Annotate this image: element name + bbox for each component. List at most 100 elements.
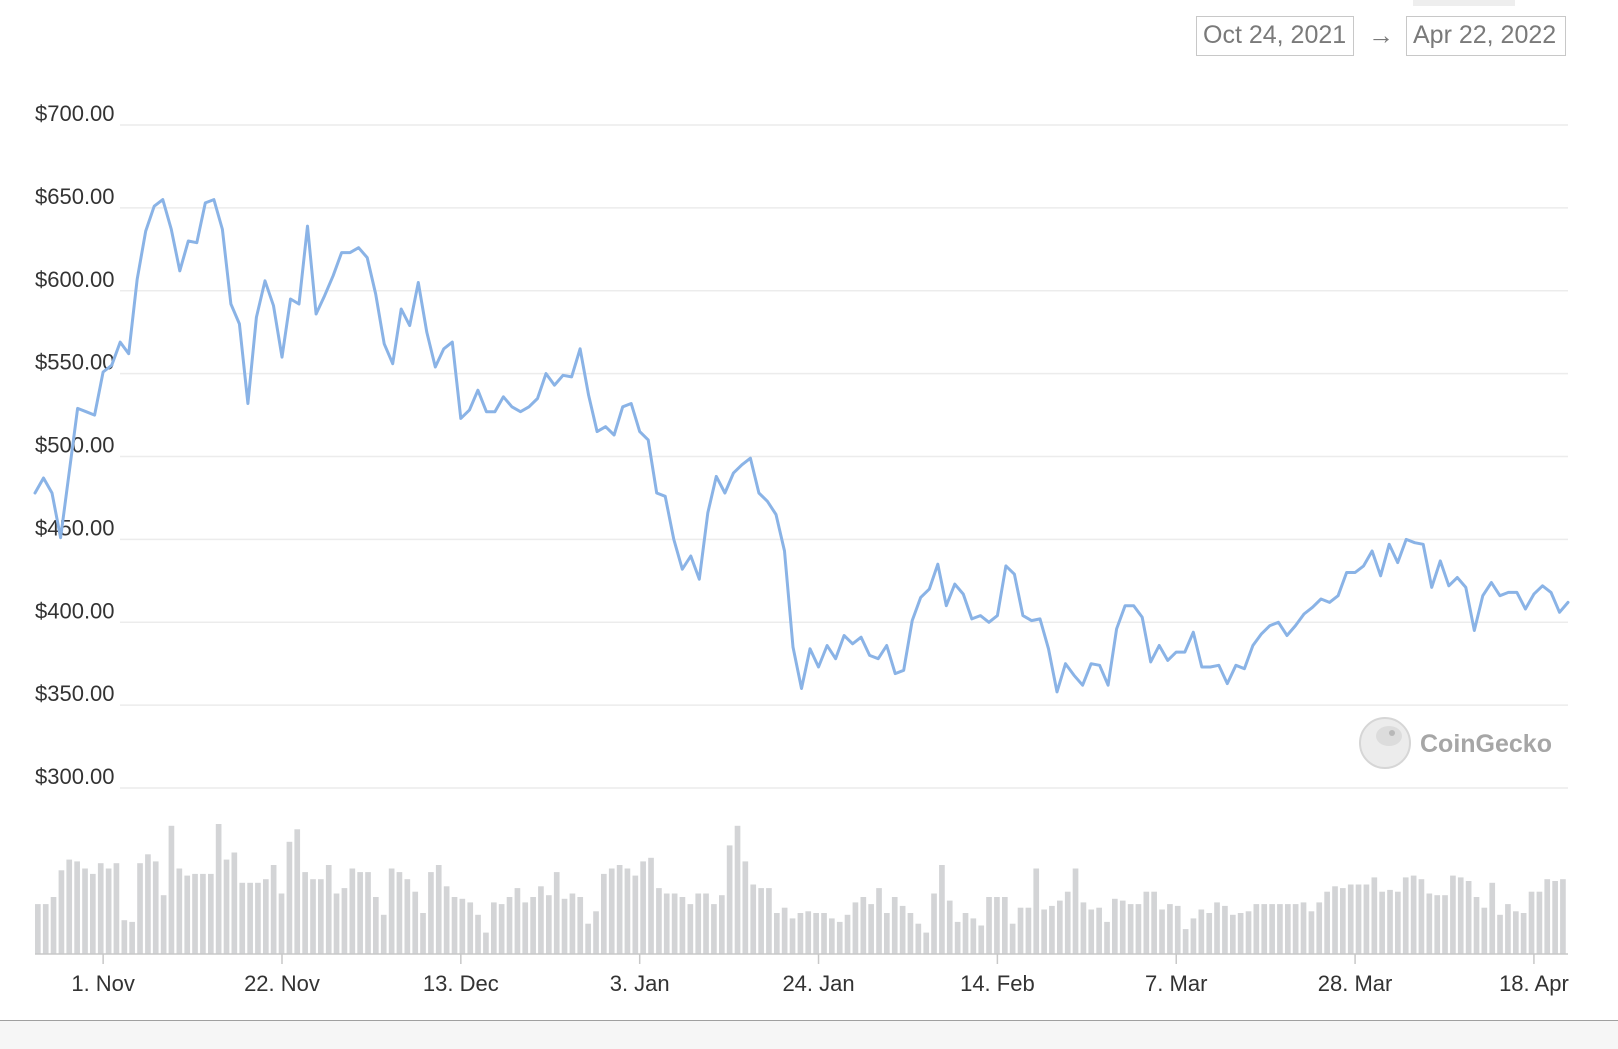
volume-bar	[491, 902, 497, 954]
volume-bar	[357, 872, 363, 954]
volume-bar	[1127, 904, 1134, 954]
volume-bar	[656, 888, 662, 954]
volume-bar	[1135, 904, 1142, 954]
volume-bar	[1253, 904, 1260, 954]
volume-bar	[1230, 914, 1236, 954]
volume-bar	[1143, 891, 1150, 954]
volume-bar	[994, 897, 1000, 954]
volume-bar	[192, 873, 198, 954]
volume-bar	[1308, 911, 1315, 954]
volume-bar	[986, 897, 992, 954]
volume-bar	[789, 918, 796, 954]
volume-bar	[805, 911, 812, 954]
volume-bar	[231, 852, 238, 954]
volume-bar	[530, 897, 536, 954]
y-axis-labels: $700.00$650.00$600.00$550.00$500.00$450.…	[35, 101, 115, 789]
x-tick-label: 18. Apr	[1499, 971, 1569, 996]
volume-bar	[946, 900, 953, 954]
volume-bar	[939, 865, 945, 954]
volume-bar	[435, 865, 442, 954]
volume-bar	[1552, 881, 1558, 954]
volume-bar	[208, 873, 214, 954]
volume-bar	[388, 868, 395, 954]
y-tick-label: $550.00	[35, 350, 115, 375]
volume-bar	[1528, 891, 1535, 954]
volume-bar	[1222, 905, 1228, 954]
volume-bar	[483, 932, 489, 954]
volume-bar	[428, 872, 434, 954]
date-range-to-field[interactable]: Apr 22, 2022	[1406, 16, 1566, 56]
volume-bar	[412, 891, 419, 954]
volume-bar	[1513, 911, 1519, 954]
volume-bar	[726, 845, 733, 954]
volume-bar	[1363, 884, 1370, 954]
volume-bar	[616, 865, 623, 954]
volume-bar	[1418, 879, 1425, 954]
volume-bar	[954, 921, 961, 954]
volume-bar	[459, 898, 466, 954]
watermark-text: CoinGecko	[1420, 730, 1552, 758]
volume-bar	[325, 865, 332, 954]
volume-bar	[1206, 913, 1213, 954]
volume-bar	[538, 886, 544, 954]
volume-bar	[1072, 868, 1079, 954]
volume-bar	[821, 913, 827, 954]
volume-bar	[294, 829, 301, 954]
volume-bar	[813, 913, 819, 954]
y-tick-label: $600.00	[35, 267, 115, 292]
volume-bar	[1245, 911, 1252, 954]
y-tick-label: $300.00	[35, 764, 115, 789]
volume-bar	[152, 861, 159, 954]
x-tick-label: 3. Jan	[610, 971, 670, 996]
y-tick-label: $350.00	[35, 681, 115, 706]
volume-bar	[711, 904, 717, 954]
volume-bar	[263, 879, 269, 954]
volume-bar	[577, 897, 584, 954]
volume-bar	[1057, 900, 1063, 954]
volume-bar	[1442, 895, 1448, 954]
volume-bar	[42, 904, 49, 954]
volume-bar	[608, 868, 615, 954]
coingecko-watermark: CoinGecko	[1359, 717, 1552, 769]
volume-bar	[797, 913, 804, 954]
volume-bar	[1119, 900, 1126, 954]
volume-bar	[1332, 886, 1338, 954]
x-tick-label: 24. Jan	[782, 971, 854, 996]
volume-bar	[1002, 897, 1008, 954]
gecko-head-shape	[1376, 726, 1402, 746]
volume-bar	[396, 872, 403, 954]
x-tick-label: 14. Feb	[960, 971, 1035, 996]
volume-bar	[1214, 902, 1220, 954]
volume-bar	[1347, 884, 1354, 954]
volume-bar	[365, 872, 371, 954]
volume-bar	[1489, 882, 1496, 954]
volume-bar	[907, 913, 914, 954]
volume-bar	[750, 884, 757, 954]
volume-bar	[876, 888, 882, 954]
volume-bar	[1402, 877, 1409, 954]
volume-bar	[970, 918, 977, 954]
volume-bar	[1450, 875, 1456, 954]
volume-bar	[90, 873, 96, 954]
volume-bar	[1473, 897, 1480, 954]
date-range-from-field[interactable]: Oct 24, 2021	[1196, 16, 1354, 56]
volume-bar	[105, 868, 112, 954]
volume-bar	[1096, 907, 1102, 954]
volume-bar	[695, 893, 702, 954]
volume-bar	[223, 859, 230, 954]
volume-bar	[663, 893, 670, 954]
volume-bar	[1395, 891, 1401, 954]
volume-bar	[1285, 904, 1291, 954]
volume-bar	[50, 897, 57, 954]
volume-bar	[1017, 907, 1024, 954]
volume-bar	[1340, 888, 1346, 954]
volume-bar	[66, 859, 73, 954]
x-tick-label: 22. Nov	[244, 971, 320, 996]
volume-bar	[286, 841, 293, 954]
volume-bar	[1174, 905, 1181, 954]
volume-bar	[97, 863, 104, 954]
volume-bar	[1426, 893, 1433, 954]
volume-bar	[522, 902, 529, 954]
volume-bar	[687, 904, 694, 954]
volume-bar	[404, 879, 411, 954]
